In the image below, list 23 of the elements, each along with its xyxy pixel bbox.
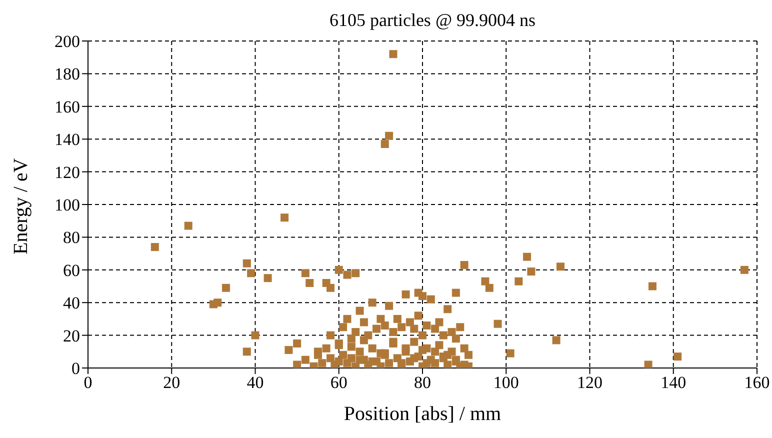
x-tick-label: 0 bbox=[84, 373, 92, 392]
y-tick-label: 160 bbox=[54, 97, 80, 116]
y-tick-label: 0 bbox=[72, 359, 80, 378]
y-tick-label: 120 bbox=[54, 162, 80, 182]
x-tick-label: 40 bbox=[246, 373, 264, 392]
x-tick-label: 80 bbox=[414, 373, 431, 392]
y-tick-label: 40 bbox=[63, 294, 80, 313]
x-tick-label: 100 bbox=[493, 373, 519, 392]
y-tick-label: 100 bbox=[54, 196, 80, 215]
x-tick-label: 160 bbox=[744, 373, 770, 392]
x-tick-label: 60 bbox=[330, 373, 348, 392]
y-tick-label: 60 bbox=[63, 260, 80, 280]
chart-title: 6105 particles @ 99.9004 ns bbox=[328, 10, 537, 31]
y-tick-label: 200 bbox=[54, 32, 80, 52]
x-tick-label: 120 bbox=[577, 373, 602, 392]
y-tick-label: 180 bbox=[54, 64, 80, 84]
x-tick-label: 20 bbox=[163, 373, 180, 392]
y-axis-title: Energy / eV bbox=[10, 158, 32, 254]
y-tick-label: 80 bbox=[63, 228, 80, 248]
y-tick-label: 140 bbox=[54, 130, 80, 150]
y-tick-label: 20 bbox=[63, 326, 80, 346]
x-axis-title: Position [abs] / mm bbox=[344, 403, 502, 425]
x-tick-label: 140 bbox=[660, 373, 686, 392]
